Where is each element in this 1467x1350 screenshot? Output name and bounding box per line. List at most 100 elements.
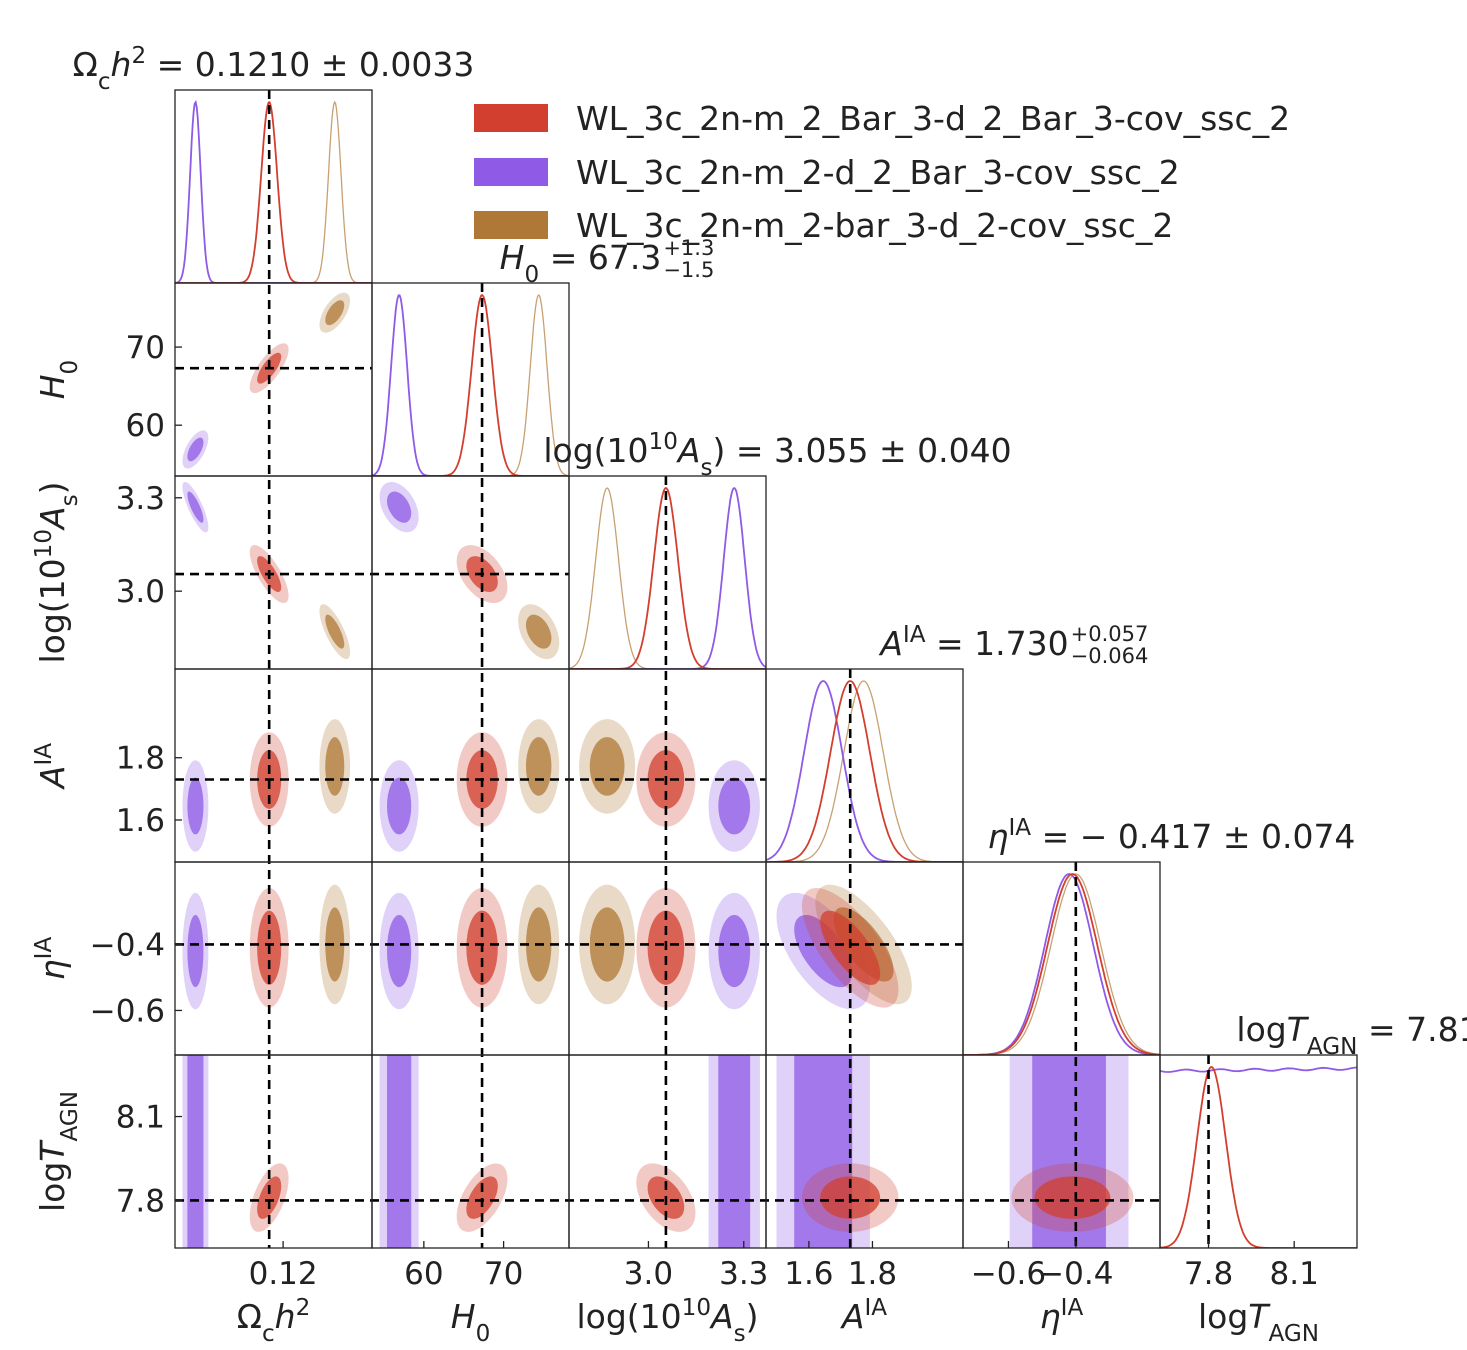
param-title-err-up-1: +1.3 (663, 236, 714, 260)
param-titles-layer: Ωch2 = 0.1210 ± 0.0033 H0 = 67.3 +1.3−1.5 l… (73, 43, 1467, 1060)
contour-s2-4-0-68 (325, 907, 345, 982)
param-title-2: log(1010As) = 3.055 ± 0.040 (543, 429, 1011, 481)
panel-4-2 (579, 884, 760, 1010)
x-axis-label-4: ηIA (1040, 1295, 1084, 1336)
xtick-label-1-1: 70 (484, 1256, 523, 1292)
param-title-5: logTAGN = 7.810 (1236, 1010, 1467, 1060)
contour-s0-5-0-68 (257, 1176, 282, 1219)
marginal-s2-3 (766, 680, 963, 862)
legend: WL_3c_2n-m_2_Bar_3-d_2_Bar_3-cov_ssc_2 W… (474, 99, 1290, 245)
param-title-1: H0 = 67.3 (500, 238, 662, 288)
x-axis-label-3: AIA (840, 1295, 887, 1336)
contour-s1-2-1-68 (386, 491, 412, 523)
xtick-label-3-1: 1.8 (848, 1256, 897, 1292)
ytick-label-1-0: 60 (126, 408, 165, 444)
legend-label-s1: WL_3c_2n-m_2-d_2_Bar_3-cov_ssc_2 (576, 153, 1180, 192)
marginal-panel-1 (372, 294, 569, 476)
y-axis-label-2: log(1010As) (31, 481, 83, 663)
y-axis-label-3: AIA (31, 743, 72, 790)
y-axis-label-1: H0 (33, 360, 83, 400)
x-axis-label-5: logTAGN (1198, 1297, 1319, 1347)
panel-1-0 (182, 292, 351, 469)
marginal-s0-3 (766, 680, 963, 862)
legend-swatch-s0 (474, 104, 548, 132)
ytick-label-2-1: 3.3 (116, 481, 165, 517)
contour-s2-5-0-95 (319, 1264, 350, 1333)
marginal-s0-1 (372, 294, 569, 476)
contour-s2-3-0-68 (325, 737, 345, 796)
ytick-label-1-1: 70 (126, 330, 165, 366)
legend-label-s0: WL_3c_2n-m_2_Bar_3-d_2_Bar_3-cov_ssc_2 (576, 99, 1290, 138)
param-title-0: Ωch2 = 0.1210 ± 0.0033 (73, 43, 475, 95)
contour-s1-3-0-68 (187, 777, 204, 835)
contour-s2-3-1-68 (525, 737, 552, 796)
contour-s1-2-0-68 (187, 491, 204, 523)
panel-5-1 (379, 1055, 559, 1333)
param-title-err-down-3: −0.064 (1071, 644, 1149, 668)
marginal-s2-0 (175, 100, 372, 283)
contour-s1-5-1-68 (386, 1055, 412, 1248)
panel-4-3 (776, 884, 912, 1010)
panel-frame-5-5 (1159, 1054, 1358, 1249)
x-axis-label-2: log(1010As) (576, 1295, 758, 1347)
panel-3-0 (182, 719, 351, 852)
panel-5-4 (1009, 1055, 1134, 1248)
marginal-s2-1 (372, 294, 569, 476)
xtick-label-5-0: 7.8 (1184, 1256, 1233, 1292)
xtick-label-0-0: 0.12 (249, 1256, 318, 1292)
ytick-label-3-1: 1.8 (116, 741, 165, 777)
contour-s0-5-4-68 (1034, 1176, 1111, 1219)
ytick-label-5-1: 8.1 (116, 1100, 165, 1136)
xtick-label-5-1: 8.1 (1270, 1256, 1319, 1292)
ytick-label-3-0: 1.6 (116, 803, 165, 839)
contour-s2-5-1-95 (518, 1264, 559, 1333)
contour-s1-4-2-68 (718, 914, 751, 988)
x-axis-label-0: Ωch2 (237, 1295, 311, 1347)
contour-s1-4-3-68 (794, 914, 853, 988)
xtick-label-4-1: −0.4 (1038, 1256, 1113, 1292)
marginal-panel-0 (175, 99, 372, 283)
marginal-s0-2 (569, 487, 766, 669)
contour-s2-3-2-68 (589, 737, 625, 796)
xtick-label-1-0: 60 (404, 1256, 443, 1292)
contour-s2-2-0-68 (325, 614, 345, 649)
panel-4-0 (182, 884, 351, 1010)
contour-s0-5-1-68 (466, 1176, 498, 1219)
contour-s1-5-0-68 (187, 1055, 204, 1248)
panel-3-2 (579, 719, 760, 852)
marginal-s1-3 (766, 680, 963, 862)
ytick-label-4-1: −0.4 (90, 927, 165, 963)
panel-2-0 (182, 481, 351, 660)
marginal-s1-1 (372, 294, 569, 476)
param-title-3: AIA = 1.730 (878, 622, 1068, 663)
contour-s2-5-0-68 (325, 1277, 344, 1320)
legend-swatch-s1 (474, 158, 548, 186)
marginal-s0-4 (963, 873, 1160, 1055)
contour-s2-4-2-68 (589, 907, 625, 982)
xtick-label-3-0: 1.6 (784, 1256, 833, 1292)
marginal-s0-0 (175, 101, 372, 283)
contour-s1-3-1-68 (386, 777, 412, 835)
param-title-err-up-3: +0.057 (1071, 622, 1149, 646)
contour-s1-3-2-68 (718, 777, 751, 835)
marginal-panel-5 (1160, 1066, 1357, 1248)
xtick-label-4-0: −0.6 (971, 1256, 1046, 1292)
contour-s2-1-0-68 (325, 300, 345, 326)
y-axis-label-5: logTAGN (33, 1091, 83, 1212)
x-axis-label-1: H0 (451, 1297, 491, 1347)
panel-5-3 (776, 1055, 899, 1248)
contour-s2-2-1-68 (525, 614, 552, 649)
marginal-s1-2 (569, 487, 766, 669)
panel-frame-2-2 (568, 475, 767, 670)
xtick-label-2-1: 3.3 (719, 1256, 768, 1292)
marginal-panel-4 (963, 873, 1160, 1055)
marginal-s0-5 (1160, 1066, 1357, 1248)
contour-s1-5-2-68 (718, 1055, 751, 1248)
contour-s1-4-1-68 (386, 914, 412, 988)
ytick-label-2-0: 3.0 (116, 574, 165, 610)
panel-3-1 (379, 719, 560, 852)
y-axis-label-4: ηIA (31, 937, 72, 981)
xtick-label-2-0: 3.0 (624, 1256, 673, 1292)
marginal-panel-3 (766, 680, 963, 862)
